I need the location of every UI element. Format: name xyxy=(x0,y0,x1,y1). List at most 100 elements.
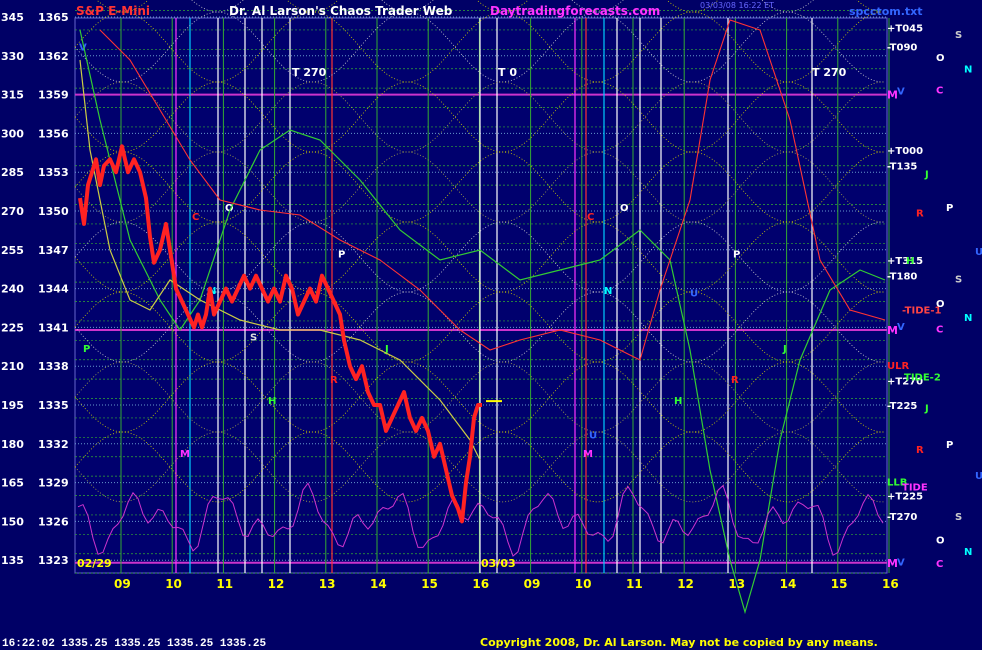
price-marker: O xyxy=(225,203,234,214)
planet-glyph: O xyxy=(936,536,945,547)
price-marker: U xyxy=(690,288,698,299)
planet-glyph: S xyxy=(955,274,962,285)
x-tick-label: 09 xyxy=(524,577,541,591)
copyright: Copyright 2008, Dr. Al Larson. May not b… xyxy=(480,636,878,649)
price-marker: H xyxy=(674,396,682,407)
flux-line xyxy=(191,0,814,13)
planet-glyph: N xyxy=(964,547,972,558)
flux-line xyxy=(74,291,886,363)
y-tick-angle: 240 xyxy=(1,283,24,296)
y-tick-angle: 285 xyxy=(1,166,24,179)
y-tick-price: 1365 xyxy=(38,11,69,24)
site-name: Daytradingforecasts.com xyxy=(490,4,660,18)
y-tick-angle: 180 xyxy=(1,438,24,451)
price-marker: N xyxy=(604,286,612,297)
price-marker: R xyxy=(731,375,739,386)
x-tick-label: 13 xyxy=(319,577,336,591)
x-tick-label: 11 xyxy=(216,577,233,591)
right-label: +T270 xyxy=(887,376,923,387)
price-marker: V xyxy=(897,557,905,568)
x-tick-label: 11 xyxy=(626,577,643,591)
x-tick-label: 15 xyxy=(831,577,848,591)
y-tick-price: 1326 xyxy=(38,515,69,528)
y-tick-angle: 210 xyxy=(1,360,24,373)
planet-glyph: C xyxy=(936,85,943,96)
flux-line xyxy=(74,81,886,153)
price-marker: V xyxy=(897,322,905,333)
price-marker: C xyxy=(587,212,594,223)
vertical-label: T 0 xyxy=(498,66,517,79)
planet-glyph: P xyxy=(946,440,953,451)
planet-glyph: N xyxy=(964,313,972,324)
price-marker: P xyxy=(83,344,90,355)
y-tick-angle: 255 xyxy=(1,244,24,257)
x-tick-label: 16 xyxy=(472,577,489,591)
planet-glyph: J xyxy=(924,169,929,180)
vertical-label: T 270 xyxy=(812,66,847,79)
flux-line xyxy=(74,361,886,433)
y-tick-price: 1323 xyxy=(38,554,69,567)
price-marker: P xyxy=(338,250,345,261)
right-label: +T225 xyxy=(887,492,923,503)
planet-glyphs: S O N C J R P U H S O N C J R P U S O N C xyxy=(906,30,982,570)
planet-glyph: H xyxy=(906,256,914,267)
y-tick-price: 1344 xyxy=(38,283,69,296)
y-tick-angle: 300 xyxy=(1,127,24,140)
right-label: M xyxy=(887,557,898,570)
y-tick-price: 1329 xyxy=(38,477,69,490)
price-marker: V xyxy=(79,43,87,54)
planet-glyph: R xyxy=(916,208,924,219)
y-tick-angle: 330 xyxy=(1,50,24,63)
flux-line xyxy=(74,431,886,503)
right-label: -T270 xyxy=(887,512,917,523)
right-label: -T090 xyxy=(887,43,917,54)
y-tick-price: 1356 xyxy=(38,127,69,140)
x-axis: 09 10 11 12 13 14 15 16 09 10 11 12 13 14 15 16 02/29 03/… xyxy=(77,557,899,591)
right-label: TIDE xyxy=(902,482,928,493)
planet-glyph: O xyxy=(936,53,945,64)
flux-line xyxy=(74,151,886,223)
price-marker: V xyxy=(897,87,905,98)
magenta-curve xyxy=(77,482,884,557)
planet-glyph: P xyxy=(946,203,953,214)
timestamp: 03/03/08 16:22 ET xyxy=(700,1,774,10)
y-tick-price: 1338 xyxy=(38,360,69,373)
y-tick-price: 1341 xyxy=(38,321,69,334)
planet-glyph: U xyxy=(975,471,982,482)
x-tick-label: 10 xyxy=(165,577,182,591)
x-tick-label: 14 xyxy=(780,577,797,591)
y-tick-price: 1332 xyxy=(38,438,69,451)
time-grid xyxy=(120,18,890,573)
x-tick-label: 09 xyxy=(114,577,131,591)
price-marker: C xyxy=(192,212,199,223)
planet-glyph: U xyxy=(975,247,982,258)
right-label: -T180 xyxy=(887,272,917,283)
price-series xyxy=(78,144,502,524)
y-tick-angle: 225 xyxy=(1,321,24,334)
right-label: -T135 xyxy=(887,162,917,173)
x-tick-label: 15 xyxy=(421,577,438,591)
field-curves xyxy=(77,19,886,615)
price-marker: J xyxy=(384,344,389,355)
right-label: ULR xyxy=(887,361,909,372)
planet-glyph: R xyxy=(916,445,924,456)
y-tick-angle: 270 xyxy=(1,205,24,218)
right-label: -T225 xyxy=(887,401,917,412)
yellow-curve xyxy=(79,59,481,461)
plot-area xyxy=(74,17,888,574)
planet-glyph: S xyxy=(955,30,962,41)
y-tick-price: 1353 xyxy=(38,166,69,179)
vertical-labels: T 270 T 0 T 270 xyxy=(292,66,847,79)
flux-line xyxy=(74,151,886,223)
flux-line xyxy=(74,11,886,83)
price-marker: O xyxy=(620,203,629,214)
x-tick-label: 10 xyxy=(575,577,592,591)
price-marker: H xyxy=(268,396,276,407)
price-marker: M xyxy=(583,449,593,460)
price-line xyxy=(78,144,482,524)
price-marker: P xyxy=(733,250,740,261)
vertical-label: T 270 xyxy=(292,66,327,79)
planet-glyph: C xyxy=(936,325,943,336)
flux-line xyxy=(74,361,886,433)
